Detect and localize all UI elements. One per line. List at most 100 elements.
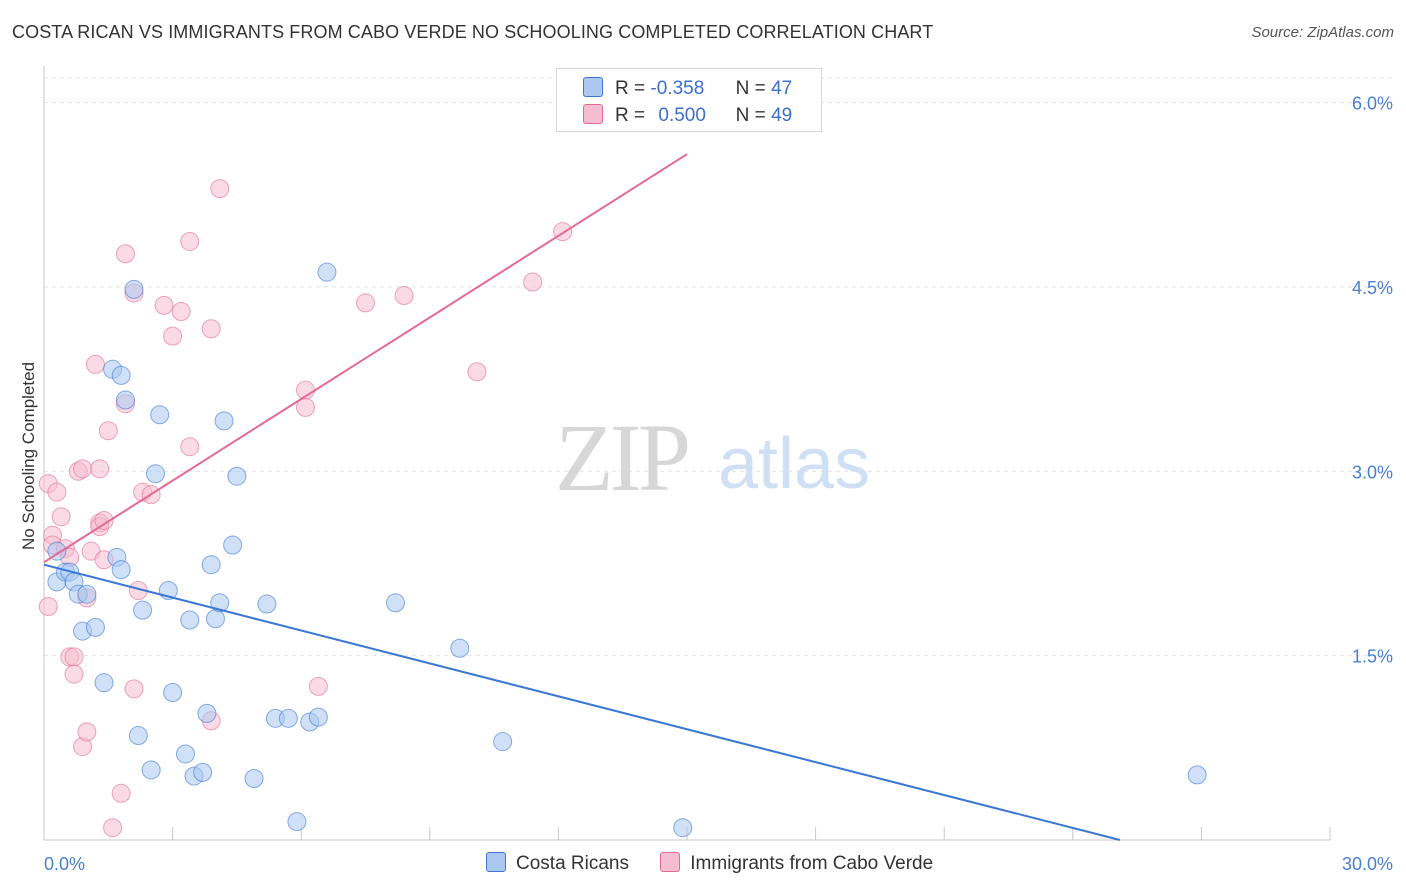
x-tick-label-max: 30.0% <box>1342 854 1393 874</box>
point-cabo-verde <box>77 722 97 742</box>
point-costa-ricans <box>308 707 328 727</box>
point-costa-ricans <box>128 726 148 746</box>
point-costa-ricans <box>673 818 693 838</box>
y-tick-labels: 1.5% 3.0% 4.5% 6.0% <box>1352 94 1393 667</box>
point-cabo-verde <box>103 818 123 838</box>
point-cabo-verde <box>523 272 543 292</box>
point-cabo-verde <box>73 459 93 479</box>
point-cabo-verde <box>171 302 191 322</box>
point-costa-ricans <box>287 812 307 832</box>
point-cabo-verde <box>115 244 135 264</box>
point-costa-ricans <box>145 464 165 484</box>
legend-r-value: -0.358 <box>650 78 705 99</box>
point-cabo-verde <box>201 319 221 339</box>
legend-swatch-pink <box>583 104 603 124</box>
legend-row-costa-ricans: R = -0.358 N = 47 <box>583 77 792 100</box>
point-cabo-verde <box>90 459 110 479</box>
y-tick-label: 4.5% <box>1352 278 1393 298</box>
point-costa-ricans <box>210 593 230 613</box>
point-costa-ricans <box>450 638 470 658</box>
point-costa-ricans <box>223 535 243 555</box>
y-tick-label: 1.5% <box>1352 647 1393 667</box>
point-cabo-verde <box>154 295 174 315</box>
y-tick-label: 6.0% <box>1352 94 1393 114</box>
y-axis-label: No Schooling Completed <box>19 362 38 550</box>
point-cabo-verde <box>163 326 183 346</box>
point-costa-ricans <box>47 541 67 561</box>
point-costa-ricans <box>205 609 225 629</box>
legend-r-label: R = <box>615 78 646 99</box>
legend-row-cabo-verde: R = 0.500 N = 49 <box>583 104 792 127</box>
axes <box>43 66 1331 841</box>
point-costa-ricans <box>493 732 513 752</box>
x-tick-labels: 0.0% 30.0% <box>44 854 1393 874</box>
point-cabo-verde <box>85 354 105 374</box>
point-costa-ricans <box>111 560 131 580</box>
point-cabo-verde <box>98 421 118 441</box>
point-costa-ricans <box>214 411 234 431</box>
point-cabo-verde <box>51 507 71 527</box>
point-cabo-verde <box>124 679 144 699</box>
point-costa-ricans <box>141 760 161 780</box>
trend-line-cabo-verde <box>43 153 688 564</box>
point-costa-ricans <box>133 600 153 620</box>
point-cabo-verde <box>180 437 200 457</box>
point-costa-ricans <box>150 405 170 425</box>
point-costa-ricans <box>124 279 144 299</box>
point-cabo-verde <box>210 179 230 199</box>
chart-title: COSTA RICAN VS IMMIGRANTS FROM CABO VERD… <box>12 22 934 42</box>
legend-swatch-blue <box>583 77 603 97</box>
point-cabo-verde <box>94 510 114 530</box>
point-costa-ricans <box>193 762 213 782</box>
point-cabo-verde <box>38 596 58 616</box>
point-cabo-verde <box>394 286 414 306</box>
point-costa-ricans <box>197 703 217 723</box>
y-tick-label: 3.0% <box>1352 462 1393 482</box>
point-costa-ricans <box>115 390 135 410</box>
point-costa-ricans <box>317 262 337 282</box>
point-costa-ricans <box>386 593 406 613</box>
series-legend: Costa Ricans Immigrants from Cabo Verde <box>486 852 959 875</box>
point-costa-ricans <box>244 769 264 789</box>
legend-n-value: 49 <box>771 105 793 126</box>
legend-n-value: 47 <box>771 78 793 99</box>
point-costa-ricans <box>111 365 131 385</box>
series-costa-ricans-points <box>47 262 1207 838</box>
gridlines <box>44 77 1392 657</box>
point-costa-ricans <box>175 744 195 764</box>
point-cabo-verde <box>467 362 487 382</box>
point-costa-ricans <box>201 555 221 575</box>
legend-item-costa-ricans: Costa Ricans <box>486 852 629 875</box>
watermark: ZIP atlas <box>555 404 870 511</box>
legend-swatch-pink <box>660 852 681 872</box>
point-costa-ricans <box>227 466 247 486</box>
point-cabo-verde <box>47 482 67 502</box>
stats-legend: R = -0.358 N = 47 R = 0.500 N = 49 <box>556 68 822 132</box>
legend-r-value: 0.500 <box>658 105 706 126</box>
legend-r-label: R = <box>615 105 646 126</box>
x-tick-label-min: 0.0% <box>44 854 85 874</box>
point-cabo-verde <box>180 231 200 251</box>
source-label: Source: ZipAtlas.com <box>1251 24 1394 41</box>
point-cabo-verde <box>356 293 375 313</box>
legend-swatch-blue <box>486 852 506 872</box>
point-cabo-verde <box>308 676 328 696</box>
point-costa-ricans <box>85 617 105 637</box>
legend-item-cabo-verde: Immigrants from Cabo Verde <box>660 852 933 875</box>
legend-label: Immigrants from Cabo Verde <box>690 853 934 874</box>
point-costa-ricans <box>180 610 200 630</box>
point-costa-ricans <box>77 584 97 604</box>
point-cabo-verde <box>295 397 315 417</box>
legend-label: Costa Ricans <box>516 853 629 874</box>
point-cabo-verde <box>111 783 131 803</box>
point-costa-ricans <box>94 673 114 693</box>
point-costa-ricans <box>163 683 183 703</box>
point-cabo-verde <box>64 664 84 684</box>
point-costa-ricans <box>257 594 277 614</box>
legend-n-label: N = <box>735 105 766 126</box>
watermark-zip: ZIP <box>555 404 688 511</box>
point-cabo-verde <box>64 647 84 667</box>
point-costa-ricans <box>278 708 298 728</box>
trend-lines <box>43 153 1121 841</box>
